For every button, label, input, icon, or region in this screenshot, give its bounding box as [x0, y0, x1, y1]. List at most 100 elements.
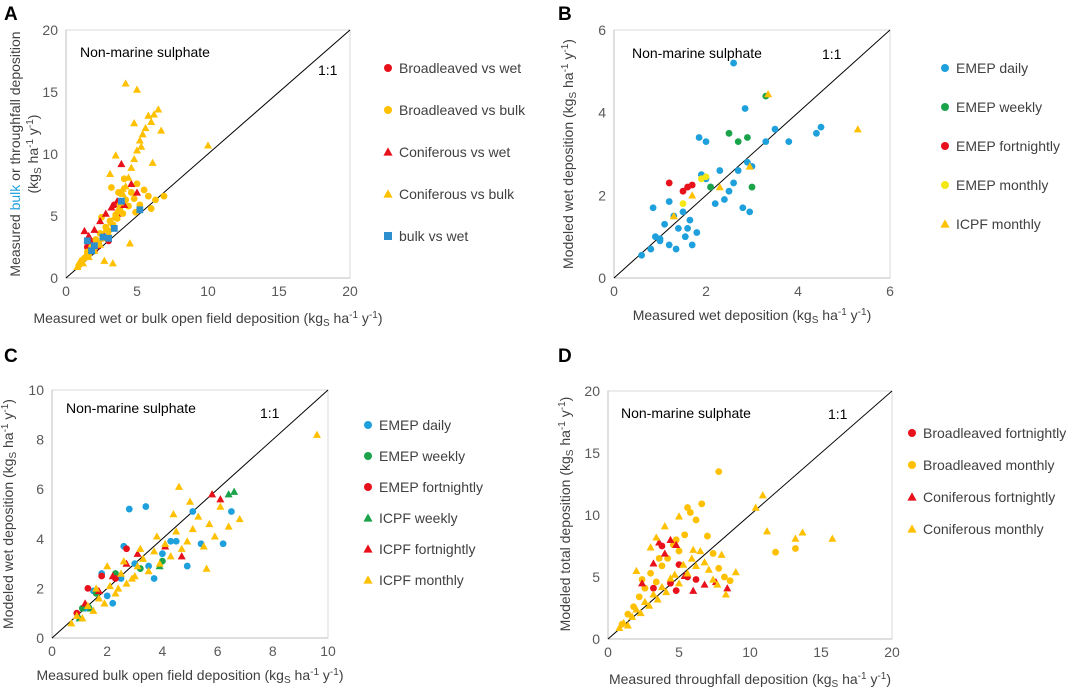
y-tick-label-a: 10: [42, 146, 58, 162]
data-point-c: [103, 592, 111, 600]
y-axis-label-a-line1: Measured bulk or throughfall deposition: [7, 31, 23, 276]
data-point-d: [717, 550, 726, 558]
data-point-c: [119, 557, 128, 565]
data-point-c: [133, 562, 142, 570]
data-point-c: [67, 619, 76, 627]
identity-label-d: 1:1: [828, 406, 848, 422]
data-point-d: [641, 584, 649, 592]
data-point-a: [83, 237, 91, 245]
legend-marker-c: [364, 483, 372, 491]
panel-c: C 0 2 4 6 8 10 0 2 4 6 8 10 Non-marine sulphate 1:1…: [0, 346, 483, 686]
x-tick-label-a: 10: [200, 283, 216, 299]
y-tick-label-b: 6: [598, 22, 606, 38]
legend-b: EMEP daily EMEP weekly EMEP fortnightly EME…: [940, 60, 1060, 232]
data-point-a: [147, 117, 156, 125]
data-point-b: [730, 179, 737, 187]
x-tick-label-b: 0: [610, 283, 618, 299]
legend-label-b: EMEP fortnightly: [956, 138, 1060, 154]
data-point-a: [141, 123, 150, 132]
data-point-b: [730, 59, 737, 67]
data-point-c: [92, 584, 101, 592]
data-point-b: [665, 241, 673, 249]
data-point-b: [853, 125, 862, 133]
data-point-b: [656, 235, 664, 243]
x-tick-label-d: 20: [884, 644, 900, 660]
data-point-d: [619, 618, 628, 627]
data-point-a: [96, 216, 105, 225]
data-point-a: [113, 207, 122, 215]
data-point-d: [660, 549, 669, 557]
legend-c: EMEP daily EMEP weekly EMEP fortnightly ICP…: [363, 417, 483, 588]
legend-label-c: EMEP daily: [379, 417, 451, 433]
data-point-d: [684, 504, 691, 511]
data-point-b: [672, 245, 680, 253]
data-point-a: [101, 209, 110, 217]
data-point-d: [672, 536, 680, 544]
x-tick-label-b: 4: [794, 283, 802, 299]
data-point-b: [665, 179, 673, 187]
data-point-c: [312, 430, 321, 438]
data-point-a: [133, 188, 141, 196]
data-point-c: [155, 559, 164, 567]
data-point-c: [100, 599, 109, 607]
data-point-d: [687, 554, 696, 562]
data-point-d: [828, 534, 837, 542]
legend-label-d: Broadleaved monthly: [923, 457, 1055, 473]
data-point-c: [172, 527, 181, 535]
legend-label-b: EMEP daily: [956, 60, 1028, 76]
legend-label-a: Coniferous vs wet: [399, 144, 510, 160]
data-point-c: [228, 508, 235, 515]
legend-label-a: bulk vs wet: [399, 228, 468, 244]
data-point-b: [661, 220, 668, 228]
data-point-a: [147, 205, 155, 212]
data-point-b: [686, 216, 694, 224]
data-point-d: [772, 548, 779, 556]
legend-d: Broadleaved fortnightly Broadleaved month…: [907, 425, 1066, 537]
data-point-c: [189, 508, 197, 515]
x-axis-label-b: Measured wet deposition (kgS ha-1 y-1): [633, 307, 872, 326]
data-point-d: [700, 558, 709, 566]
data-point-a: [107, 203, 116, 211]
data-point-c: [83, 601, 92, 609]
data-point-b: [739, 204, 747, 212]
legend-label-c: EMEP weekly: [379, 448, 465, 464]
legend-label-c: ICPF weekly: [379, 510, 458, 526]
data-point-d: [731, 568, 740, 576]
data-point-c: [183, 562, 191, 570]
y-tick-label-d: 0: [592, 631, 600, 647]
data-point-c: [202, 564, 211, 572]
data-point-c: [144, 567, 153, 575]
data-point-a: [144, 192, 152, 200]
data-point-d: [657, 582, 666, 591]
data-point-a: [125, 239, 134, 247]
x-tick-label-b: 6: [886, 283, 894, 299]
data-point-b: [771, 125, 779, 133]
legend-marker-a: [384, 64, 392, 72]
data-point-d: [709, 575, 718, 583]
panel-b: B 0 2 4 6 0 2 4 6 Non-marine sulphate 1:1 Measu…: [558, 4, 1060, 326]
marks-a: [65, 29, 351, 279]
data-point-a: [104, 229, 113, 237]
data-point-a: [133, 146, 141, 154]
data-point-a: [127, 179, 136, 187]
data-point-d: [681, 531, 689, 539]
legend-label-a: Broadleaved vs wet: [399, 60, 521, 76]
data-point-a: [84, 231, 93, 240]
legend-label-d: Coniferous fortnightly: [923, 489, 1055, 505]
y-tick-label-d: 20: [584, 383, 600, 399]
data-point-a: [157, 126, 166, 134]
data-point-b: [817, 123, 825, 131]
data-point-b: [764, 90, 773, 98]
data-point-b: [711, 200, 719, 208]
data-point-c: [174, 482, 183, 490]
data-point-c: [208, 490, 217, 498]
data-point-d: [689, 586, 698, 594]
data-point-d: [655, 538, 664, 546]
data-point-a: [107, 218, 116, 226]
data-point-c: [117, 569, 125, 577]
data-point-a: [137, 142, 146, 150]
y-tick-label-a: 15: [42, 84, 58, 100]
data-point-c: [117, 575, 125, 582]
legend-label-c: ICPF fortnightly: [379, 541, 475, 557]
data-point-a: [130, 195, 138, 203]
